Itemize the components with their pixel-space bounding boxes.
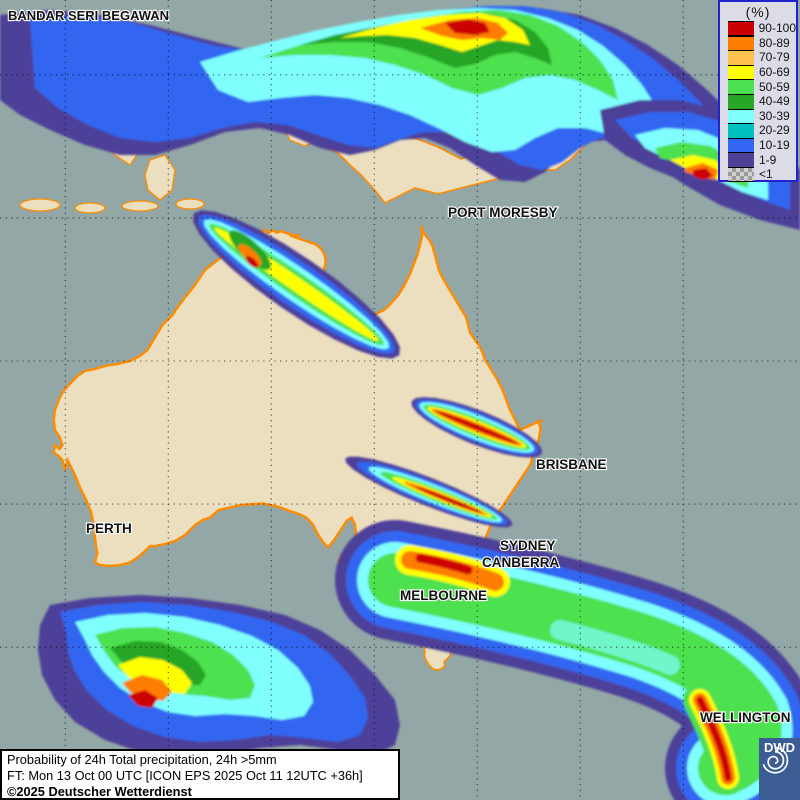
svg-text:CANBERRA: CANBERRA: [482, 555, 560, 570]
svg-text:BRISBANE: BRISBANE: [536, 457, 607, 472]
svg-text:WELLINGTON: WELLINGTON: [700, 710, 791, 725]
svg-text:PERTH: PERTH: [86, 521, 132, 536]
svg-text:SYDNEY: SYDNEY: [500, 538, 556, 553]
svg-text:BANDAR SERI BEGAWAN: BANDAR SERI BEGAWAN: [8, 8, 169, 23]
svg-text:PORT MORESBY: PORT MORESBY: [448, 205, 558, 220]
svg-text:MELBOURNE: MELBOURNE: [400, 588, 487, 603]
